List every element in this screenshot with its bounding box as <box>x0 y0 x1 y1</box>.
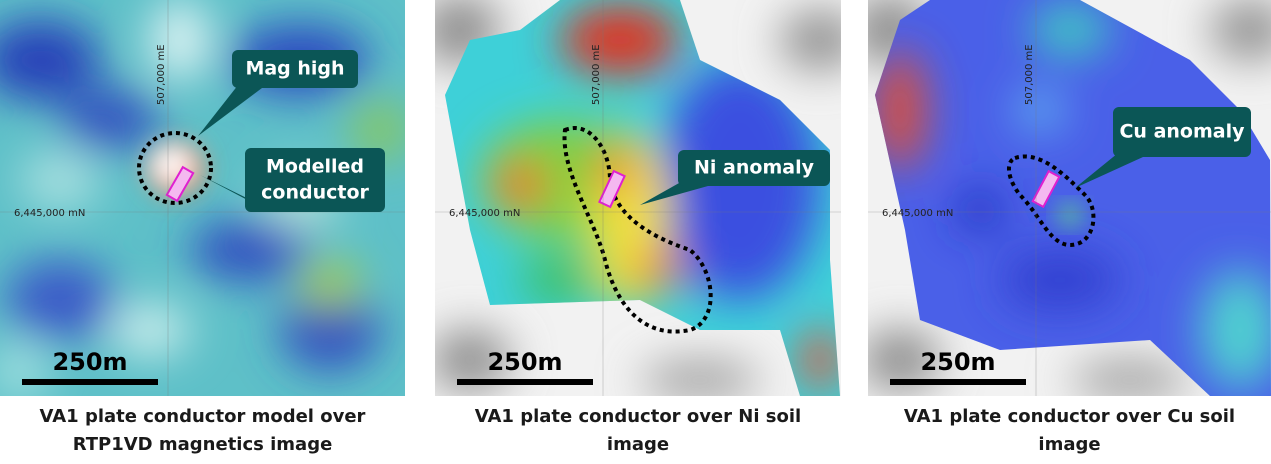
caption: VA1 plate conductor model over <box>40 406 366 427</box>
callout-text: conductor <box>261 182 369 204</box>
caption: VA1 plate conductor over Ni soil <box>475 406 801 427</box>
scale-label: 250m <box>52 348 127 376</box>
cu-soil-map <box>850 0 1271 400</box>
caption: image <box>1038 434 1100 455</box>
easting-label: 507,000 mE <box>591 44 602 105</box>
caption: VA1 plate conductor over Cu soil <box>904 406 1235 427</box>
callout-text: Cu anomaly <box>1119 121 1245 143</box>
callout-text: Mag high <box>245 58 344 80</box>
scale-label: 250m <box>920 348 995 376</box>
easting-label: 507,000 mE <box>156 44 167 105</box>
scale-bar <box>457 379 593 385</box>
callout-text: Ni anomaly <box>694 157 815 179</box>
northing-label: 6,445,000 mN <box>882 208 953 219</box>
callout-text: Modelled <box>266 156 364 178</box>
caption: RTP1VD magnetics image <box>73 434 333 455</box>
scale-bar <box>890 379 1026 385</box>
ni-soil-map <box>420 0 860 400</box>
northing-label: 6,445,000 mN <box>449 208 520 219</box>
easting-label: 507,000 mE <box>1024 44 1035 105</box>
caption: image <box>607 434 669 455</box>
scale-bar <box>22 379 158 385</box>
scale-label: 250m <box>487 348 562 376</box>
northing-label: 6,445,000 mN <box>14 208 85 219</box>
figure: 507,000 mE 6,445,000 mN 250m Mag high Modell… <box>0 0 1271 464</box>
